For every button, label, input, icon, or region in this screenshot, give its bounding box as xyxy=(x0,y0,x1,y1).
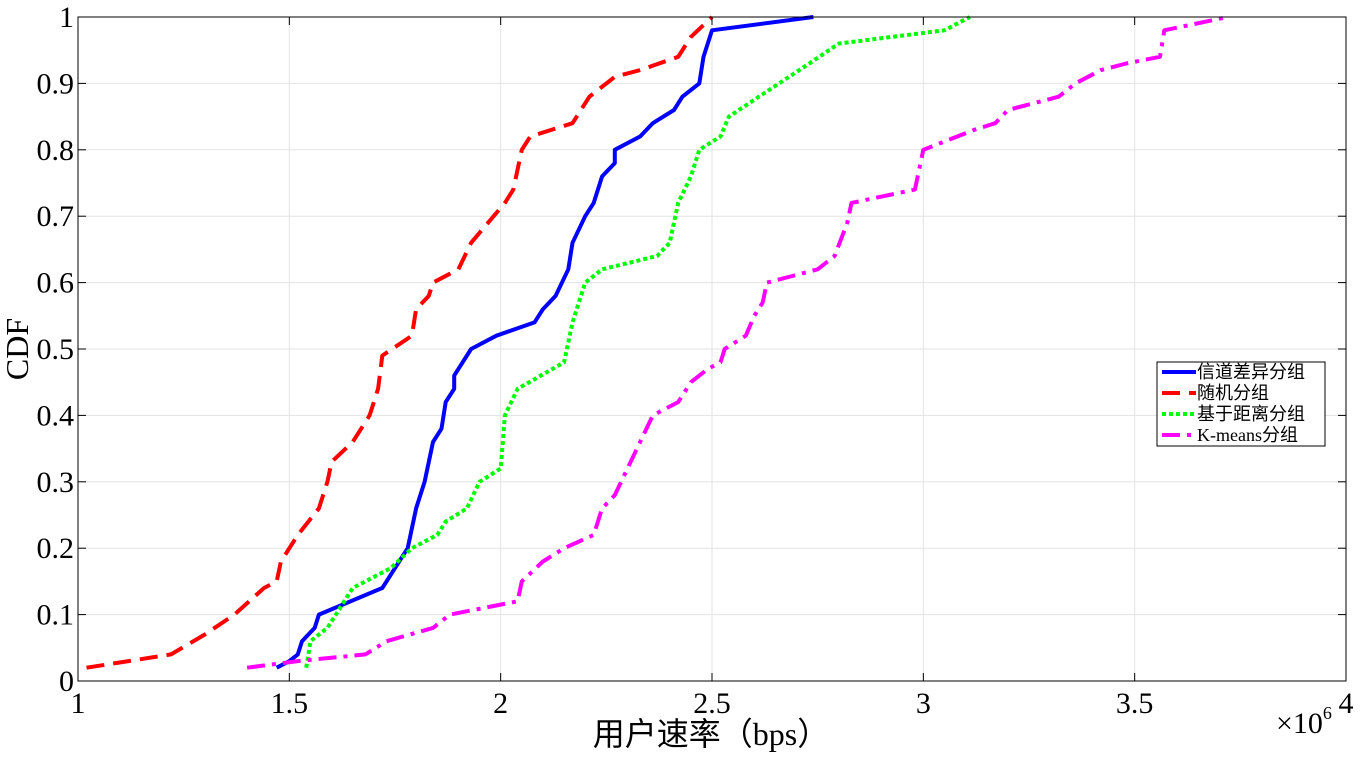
y-tick-label: 0.5 xyxy=(37,333,75,366)
legend-label-2: 随机分组 xyxy=(1197,383,1269,403)
y-tick-label: 0.7 xyxy=(37,200,75,233)
axis-ticks: 1 1.5 2 2.5 3 3.5 4 0 0.1 0.2 0.3 0.4 0.5 0.6 0.7 0.8 0.… xyxy=(37,1,1354,720)
series-line-1 xyxy=(275,15,814,670)
x-axis-label: 用户速率（bps） xyxy=(593,716,829,752)
y-tick-label: 0.3 xyxy=(37,466,75,499)
legend-box xyxy=(1156,361,1326,447)
series-line-2 xyxy=(86,15,714,670)
y-tick-label: 0.9 xyxy=(37,67,75,100)
y-axis-label: CDF xyxy=(0,318,35,380)
y-tick-label: 0.2 xyxy=(37,532,75,565)
y-tick-label: 0.8 xyxy=(37,134,75,167)
y-tick-label: 0.6 xyxy=(37,267,75,300)
x-tick-label: 3 xyxy=(916,687,931,720)
legend-label-4: K-means分组 xyxy=(1197,425,1298,445)
legend-label-3: 基于距离分组 xyxy=(1197,404,1305,424)
y-tick-label: 0 xyxy=(59,665,74,698)
x-exponent-base: ×10 xyxy=(1276,707,1323,740)
y-tick-label: 0.4 xyxy=(37,399,75,432)
x-exponent-power: 6 xyxy=(1323,703,1332,723)
y-tick-label: 1 xyxy=(59,1,74,34)
legend-label-1: 信道差异分组 xyxy=(1197,362,1305,382)
x-tick-label: 2.5 xyxy=(693,687,731,720)
x-tick-label: 2 xyxy=(493,687,508,720)
x-tick-label: 1 xyxy=(71,687,86,720)
x-exponent-label: ×106 xyxy=(1276,703,1332,740)
x-tick-label: 1.5 xyxy=(271,687,309,720)
y-tick-label: 0.1 xyxy=(37,599,75,632)
x-tick-label: 3.5 xyxy=(1116,687,1154,720)
series-line-4 xyxy=(246,15,1229,670)
x-tick-label: 4 xyxy=(1339,687,1354,720)
series-lines xyxy=(86,15,1229,670)
series-line-3 xyxy=(304,15,971,669)
